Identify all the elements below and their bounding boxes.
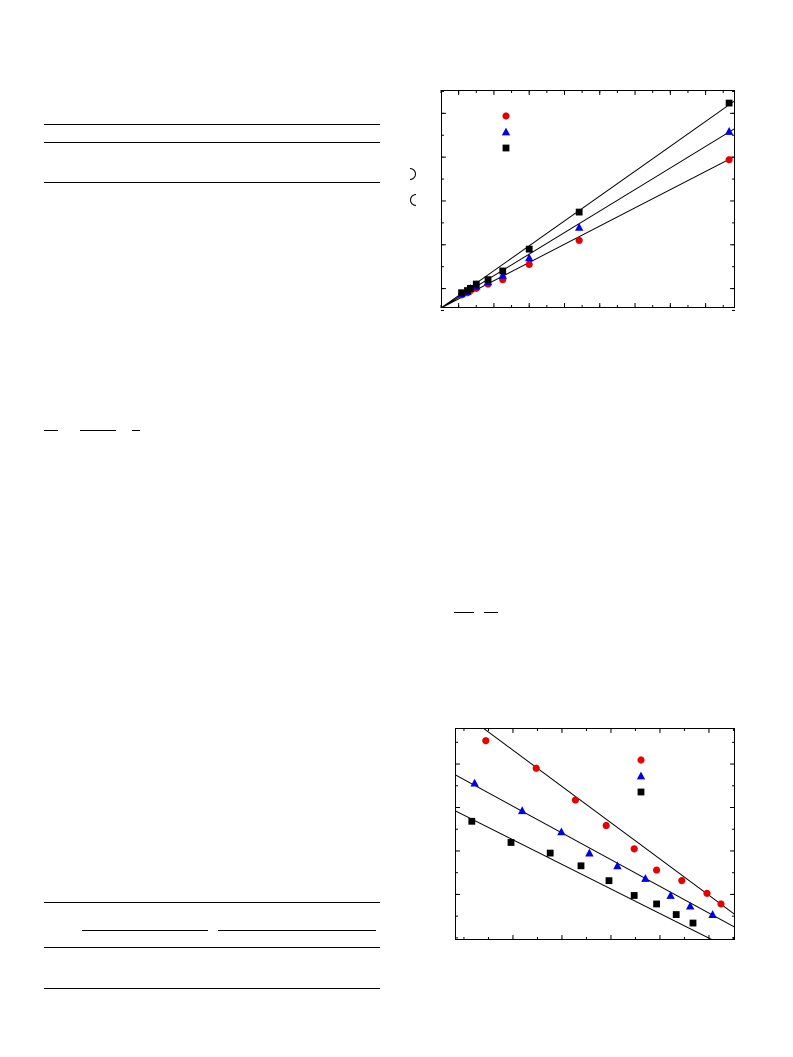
fit-line-series-3: [441, 100, 735, 308]
data-point-series-3: [458, 289, 465, 297]
data-point-series-3: [689, 919, 697, 927]
data-point-series-1: [653, 866, 661, 874]
table-2-cmidrule: [174, 947, 188, 948]
axis-label-bracket: [410, 168, 416, 180]
table-2-cmidrule: [72, 947, 84, 948]
table-1-bottom-rule: [44, 182, 380, 183]
fit-line-series-1: [482, 728, 735, 915]
data-point-series-1: [532, 764, 540, 772]
data-point-series-2: [686, 901, 695, 910]
table-1-cmidrule: [64, 142, 92, 143]
data-point-series-3: [605, 877, 613, 885]
data-point-series-2: [724, 127, 734, 135]
data-point-series-1: [630, 845, 638, 853]
legend-marker-series-2: [501, 127, 511, 136]
data-point-series-3: [630, 892, 638, 899]
fit-line-series-3: [455, 810, 713, 940]
data-point-series-1: [571, 796, 579, 804]
table-2-cmidrule: [142, 947, 154, 948]
data-point-series-3: [575, 208, 583, 216]
data-point-series-2: [641, 874, 650, 882]
data-point-series-1: [602, 821, 610, 830]
chart-1: [440, 90, 735, 312]
table-1-cmidrule: [110, 142, 136, 143]
table-2-cmidrule: [206, 947, 218, 948]
legend-marker-series-1: [502, 112, 510, 120]
data-point-series-2: [574, 222, 584, 231]
table-1-top-rule: [44, 124, 380, 125]
data-point-series-3: [653, 900, 660, 908]
axis-label-bracket: [410, 194, 416, 206]
data-point-series-1: [717, 900, 725, 908]
data-point-series-3: [507, 839, 515, 846]
data-point-series-3: [468, 817, 476, 825]
data-point-series-2: [613, 861, 622, 870]
data-point-series-3: [525, 245, 533, 253]
data-point-series-1: [575, 236, 583, 245]
data-point-series-1: [525, 260, 533, 268]
plot-frame: [441, 90, 735, 308]
table-1-cmidrule: [182, 142, 208, 143]
equation-fraction-bar: [44, 430, 58, 431]
data-point-series-2: [470, 778, 479, 787]
data-point-series-2: [525, 253, 534, 262]
data-point-series-3: [499, 267, 507, 275]
table-2-bottom-rule: [44, 988, 380, 989]
data-point-series-3: [577, 862, 585, 870]
table-2-group-rule-left: [82, 930, 208, 931]
chart-2-plot: [455, 728, 735, 940]
table-1-cmidrule: [322, 142, 348, 143]
equation-fraction-bar: [132, 430, 140, 431]
data-point-series-3: [472, 280, 480, 288]
chart-1-plot: [440, 90, 735, 312]
table-2-group-rule-right: [218, 930, 376, 931]
legend-marker-series-3: [637, 788, 645, 796]
equation-fraction-bar: [454, 612, 474, 613]
data-point-series-2: [498, 270, 507, 279]
data-point-series-2: [708, 910, 717, 918]
fit-line-series-2: [455, 774, 735, 928]
data-point-series-1: [482, 737, 490, 745]
legend-marker-series-3: [502, 144, 510, 152]
table-2-cmidrule: [310, 947, 324, 948]
table-1-cmidrule: [276, 142, 300, 143]
table-2-top-rule: [44, 902, 380, 903]
data-point-series-3: [672, 911, 680, 918]
table-1-header-rule: [44, 142, 380, 143]
data-point-series-3: [467, 284, 474, 292]
chart-2: [455, 728, 735, 940]
table-2-cmidrule: [344, 947, 356, 948]
data-point-series-2: [518, 806, 527, 815]
legend-marker-series-1: [637, 756, 645, 764]
data-point-series-2: [585, 848, 594, 857]
data-point-series-2: [666, 891, 675, 899]
data-point-series-1: [725, 156, 733, 164]
data-point-series-2: [557, 827, 566, 836]
plot-frame: [455, 728, 735, 940]
data-point-series-1: [678, 877, 686, 885]
data-point-series-1: [703, 889, 711, 897]
data-point-series-3: [725, 99, 733, 107]
equation-fraction-bar: [484, 612, 498, 613]
legend-marker-series-2: [636, 771, 646, 780]
equation-fraction-bar: [80, 430, 116, 431]
table-2-cmidrule: [278, 947, 290, 948]
data-point-series-3: [546, 849, 554, 857]
fit-lines: [455, 728, 735, 940]
data-point-series-3: [484, 276, 492, 284]
